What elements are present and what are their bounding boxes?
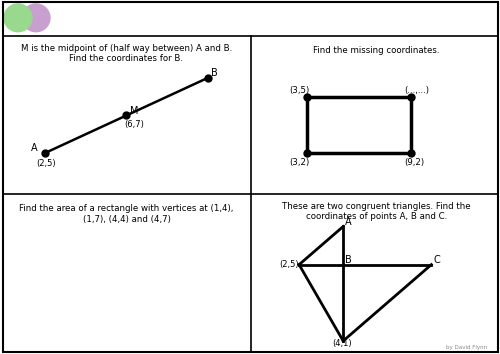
Text: B: B [346, 255, 352, 265]
Text: by David Flynn: by David Flynn [446, 345, 488, 350]
Text: (6,7): (6,7) [124, 120, 144, 129]
Text: (4,1): (4,1) [332, 339, 352, 348]
Text: C: C [434, 255, 440, 265]
Circle shape [22, 4, 50, 32]
Text: Find the missing coordinates.: Find the missing coordinates. [313, 46, 440, 55]
Text: (1,7), (4,4) and (4,7): (1,7), (4,4) and (4,7) [82, 215, 170, 224]
Text: Solve the coordinate problems...: Solve the coordinate problems... [110, 10, 390, 25]
Text: M is the midpoint of (half way between) A and B.: M is the midpoint of (half way between) … [21, 44, 232, 53]
Text: (3,2): (3,2) [290, 158, 310, 167]
Text: (2,5): (2,5) [36, 159, 56, 168]
Text: (2,5): (2,5) [279, 259, 299, 269]
Text: coordinates of points A, B and C.: coordinates of points A, B and C. [306, 212, 447, 221]
Text: B: B [211, 68, 218, 78]
Text: (...,...): (...,...) [404, 86, 429, 95]
Text: A: A [346, 217, 352, 227]
Text: (3,5): (3,5) [290, 86, 310, 95]
Text: Find the coordinates for B.: Find the coordinates for B. [70, 54, 184, 63]
Text: (9,2): (9,2) [404, 158, 424, 167]
Text: A: A [30, 143, 37, 153]
Text: M: M [130, 105, 138, 115]
Circle shape [4, 4, 32, 32]
Text: These are two congruent triangles. Find the: These are two congruent triangles. Find … [282, 202, 470, 211]
Text: Find the area of a rectangle with vertices at (1,4),: Find the area of a rectangle with vertic… [20, 204, 234, 213]
